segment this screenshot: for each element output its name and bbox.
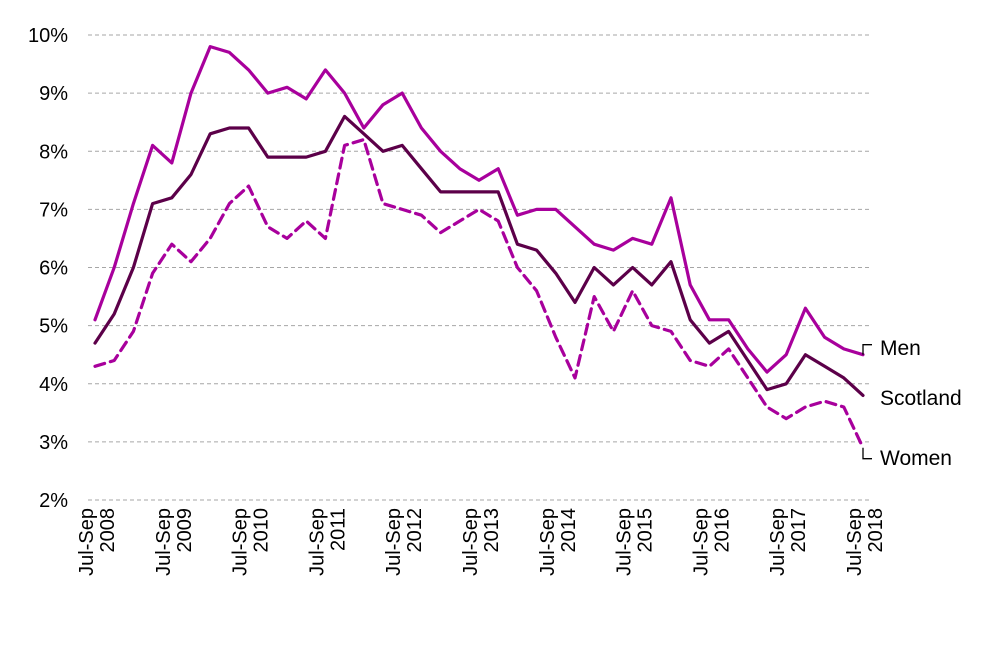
x-tick-label: Jul-Sep 2016 [690,508,733,576]
x-tick-label-year: 2010 [251,508,273,553]
x-tick-label-year: 2009 [174,508,196,553]
y-tick-label: 8% [39,141,68,163]
x-tick-label-year: 2018 [865,508,887,553]
series-line-women [93,138,865,450]
x-tick-label-period: Jul-Sep [153,508,175,576]
series-end-labels: Men Scotland Women [862,337,962,470]
x-tick-label: Jul-Sep 2009 [153,508,196,576]
x-tick-label: Jul-Sep 2017 [767,508,810,576]
x-tick-label-year: 2008 [97,508,119,553]
x-tick-label-period: Jul-Sep [230,508,252,576]
x-tick-label-period: Jul-Sep [76,508,98,576]
x-tick-label-year: 2015 [635,508,657,553]
y-tick-label: 7% [39,199,68,221]
gridlines [88,34,872,501]
y-tick-label: 2% [39,490,68,512]
x-tick-label: Jul-Sep 2015 [614,508,657,576]
x-tick-label-period: Jul-Sep [767,508,789,576]
x-tick-label-period: Jul-Sep [306,508,328,576]
series-line-scotland [93,114,865,397]
x-tick-label-year: 2016 [711,508,733,553]
y-tick-label: 9% [39,83,68,105]
x-tick-label: Jul-Sep 2014 [537,508,580,576]
y-tick-label: 5% [39,316,68,338]
x-tick-label: Jul-Sep 2008 [76,508,119,576]
x-tick-label-year: 2011 [327,508,349,551]
x-tick-label: Jul-Sep 2018 [844,508,887,576]
x-tick-label: Jul-Sep 2012 [383,508,426,576]
x-tick-label-year: 2013 [481,508,503,553]
x-tick-label-period: Jul-Sep [383,508,405,576]
x-tick-label-period: Jul-Sep [460,508,482,576]
x-tick-label-year: 2014 [558,508,580,553]
x-tick-label-period: Jul-Sep [690,508,712,576]
series-line-men [93,44,865,374]
x-tick-label-year: 2012 [404,508,426,553]
series-lines [93,44,865,450]
women-label-leader [862,447,872,460]
x-tick-label: Jul-Sep 2010 [230,508,273,576]
y-axis-tick-labels: 2% 3% 4% 5% 6% 7% 8% 9% 10% [28,25,68,512]
x-tick-label: Jul-Sep 2013 [460,508,503,576]
series-label-women: Women [880,447,952,470]
men-label-leader [862,344,872,355]
x-tick-label-period: Jul-Sep [844,508,866,576]
series-label-men: Men [880,337,921,360]
y-tick-label: 10% [28,25,68,47]
x-axis-tick-labels: Jul-Sep 2008 Jul-Sep 2009 Jul-Sep 2010 Jul-Sep… [76,508,887,576]
y-tick-label: 3% [39,432,68,454]
series-label-scotland: Scotland [880,387,962,410]
x-tick-label-year: 2017 [788,508,810,553]
y-tick-label: 4% [39,374,68,396]
x-tick-label-period: Jul-Sep [537,508,559,576]
x-tick-label-period: Jul-Sep [614,508,636,576]
y-tick-label: 6% [39,258,68,280]
x-tick-label: Jul-Sep 2011 [306,508,349,576]
